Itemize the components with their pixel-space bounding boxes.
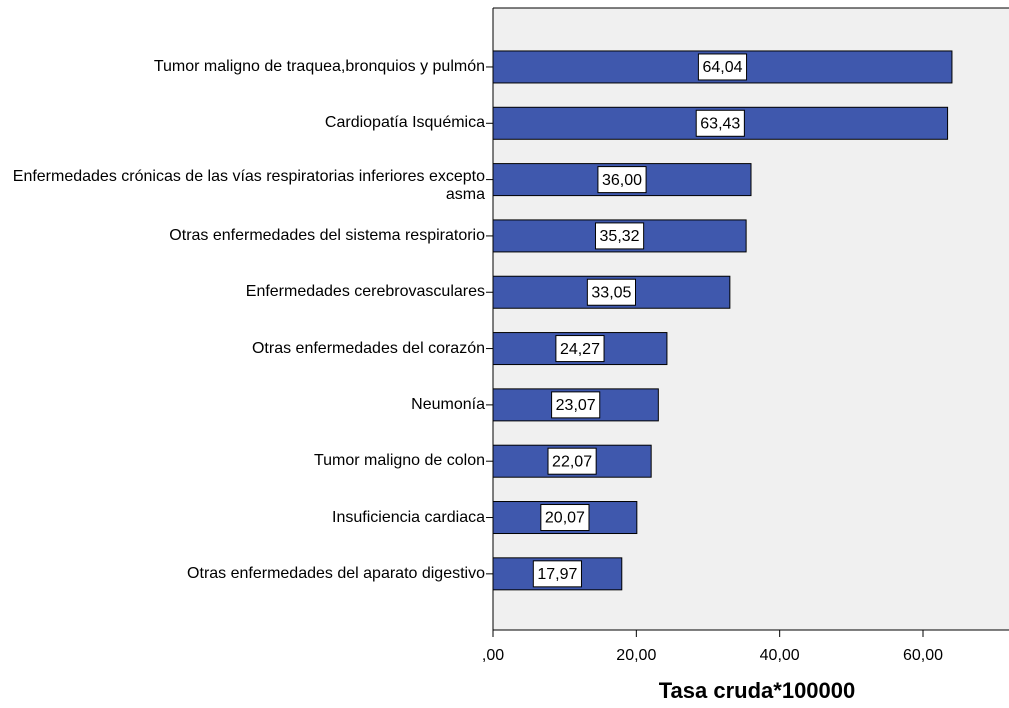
y-tick-label: Enfermedades cerebrovasculares <box>245 283 485 301</box>
value-label-box <box>540 504 590 532</box>
y-tick-label: Otras enfermedades del aparato digestivo <box>187 564 485 582</box>
value-label-box <box>555 335 605 363</box>
x-tick-label: 20,00 <box>616 647 656 664</box>
x-tick-label: 60,00 <box>903 647 943 664</box>
value-label-box <box>532 560 582 588</box>
y-tick-label: Insuficiencia cardiaca <box>332 508 485 526</box>
value-label: 24,27 <box>560 341 600 358</box>
value-label-box <box>551 391 601 419</box>
y-tick-label: Otras enfermedades del sistema respirato… <box>169 226 485 244</box>
x-tick-label: ,00 <box>482 647 504 664</box>
value-label: 36,00 <box>602 172 642 189</box>
value-label: 64,04 <box>702 59 742 76</box>
value-label: 22,07 <box>552 453 592 470</box>
y-tick-label: Cardiopatía Isquémica <box>324 114 485 132</box>
plot-area <box>493 8 1009 630</box>
y-tick-label: Tumor maligno de colon <box>313 452 485 470</box>
value-label: 63,43 <box>700 115 740 132</box>
value-label: 33,05 <box>591 284 631 301</box>
y-tick-label: Enfermedades crónicas de las vías respir… <box>12 167 485 203</box>
x-tick-label: 40,00 <box>760 647 800 664</box>
value-label: 20,07 <box>545 510 585 527</box>
value-label: 23,07 <box>556 397 596 414</box>
value-label-box <box>597 166 647 194</box>
value-label-box <box>547 447 597 475</box>
y-tick-label: Tumor maligno de traquea,bronquios y pul… <box>153 57 485 75</box>
value-label-box <box>594 222 645 250</box>
x-axis-title: Tasa cruda*100000 <box>659 678 856 703</box>
value-label-box <box>697 53 748 81</box>
y-tick-label: Neumonía <box>411 395 485 413</box>
value-label: 17,97 <box>537 566 577 583</box>
value-label-box <box>586 278 636 306</box>
value-label-box <box>695 109 745 137</box>
y-tick-label: Otras enfermedades del corazón <box>251 339 485 357</box>
value-label: 35,32 <box>600 228 640 245</box>
